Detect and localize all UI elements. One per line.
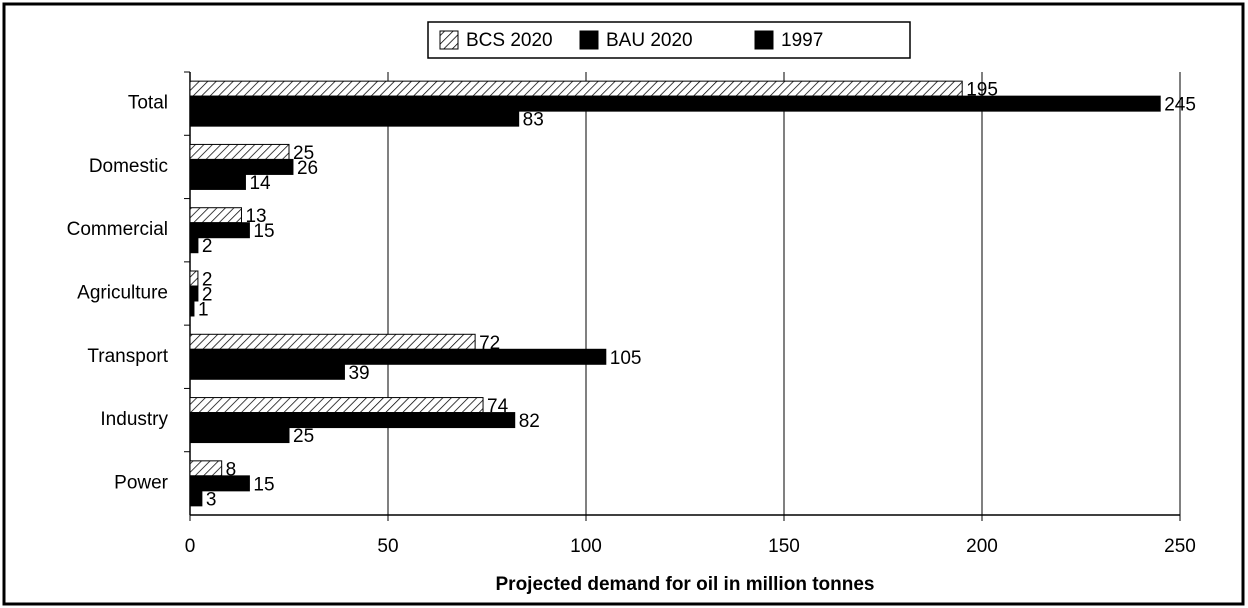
legend-label: BAU 2020 bbox=[606, 30, 693, 51]
y-tick-label: Industry bbox=[100, 409, 168, 430]
bar bbox=[189, 490, 203, 507]
legend-swatch bbox=[579, 30, 599, 50]
bar bbox=[189, 207, 242, 224]
data-label: 14 bbox=[249, 173, 271, 194]
bar bbox=[189, 475, 250, 492]
data-label: 15 bbox=[253, 474, 274, 495]
x-tick-label: 250 bbox=[1164, 536, 1196, 557]
x-tick-label: 0 bbox=[185, 536, 196, 557]
data-label: 3 bbox=[206, 489, 217, 510]
data-label: 2 bbox=[202, 270, 213, 291]
bar bbox=[189, 460, 223, 477]
data-label: 2 bbox=[202, 285, 213, 306]
bar bbox=[189, 237, 199, 254]
legend-swatch bbox=[754, 30, 774, 50]
bar bbox=[189, 333, 476, 350]
data-label: 2 bbox=[202, 236, 213, 257]
bar bbox=[189, 285, 199, 302]
data-label: 245 bbox=[1164, 95, 1196, 116]
legend-label: BCS 2020 bbox=[466, 30, 553, 51]
y-tick-label: Power bbox=[114, 472, 169, 493]
bar bbox=[189, 300, 195, 317]
data-label: 72 bbox=[479, 333, 500, 354]
bar bbox=[189, 110, 520, 127]
x-axis-title: Projected demand for oil in million tonn… bbox=[496, 574, 875, 595]
legend-swatch bbox=[439, 30, 459, 50]
data-label: 13 bbox=[245, 206, 266, 227]
bar bbox=[189, 363, 345, 380]
data-label: 83 bbox=[523, 110, 544, 131]
data-label: 105 bbox=[610, 348, 642, 369]
legend-box bbox=[427, 21, 911, 59]
bar bbox=[189, 143, 290, 160]
data-label: 39 bbox=[348, 363, 369, 384]
y-tick-label: Total bbox=[128, 93, 168, 114]
data-label: 8 bbox=[226, 459, 237, 480]
y-tick-label: Agriculture bbox=[77, 283, 168, 304]
data-label: 74 bbox=[487, 396, 509, 417]
y-tick-label: Commercial bbox=[67, 219, 168, 240]
bar bbox=[189, 95, 1161, 112]
bar bbox=[189, 80, 963, 97]
bar bbox=[189, 222, 250, 239]
y-tick-label: Domestic bbox=[89, 156, 168, 177]
bar bbox=[189, 397, 484, 414]
y-tick-label: Transport bbox=[87, 346, 168, 367]
bar bbox=[189, 270, 199, 287]
legend-label: 1997 bbox=[781, 30, 823, 51]
data-label: 82 bbox=[519, 411, 540, 432]
x-tick-label: 150 bbox=[768, 536, 800, 557]
data-label: 25 bbox=[293, 426, 314, 447]
bar bbox=[189, 158, 294, 175]
bar bbox=[189, 427, 290, 444]
bar bbox=[189, 173, 246, 190]
data-label: 26 bbox=[297, 158, 318, 179]
x-tick-label: 200 bbox=[966, 536, 998, 557]
x-tick-label: 50 bbox=[377, 536, 398, 557]
data-label: 195 bbox=[966, 80, 998, 101]
bar bbox=[189, 348, 607, 365]
data-label: 15 bbox=[253, 221, 274, 242]
data-label: 25 bbox=[293, 143, 314, 164]
bar bbox=[189, 412, 516, 429]
data-label: 1 bbox=[198, 300, 209, 321]
x-tick-label: 100 bbox=[570, 536, 602, 557]
